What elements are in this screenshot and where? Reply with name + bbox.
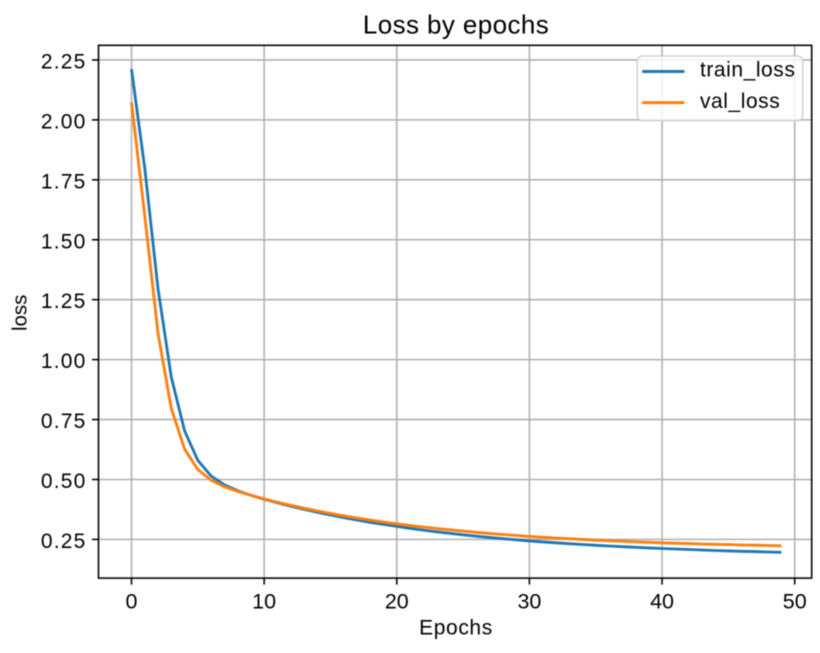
svg-text:0.75: 0.75 (41, 410, 87, 433)
svg-text:50: 50 (783, 590, 807, 614)
svg-text:Epochs: Epochs (419, 617, 493, 640)
svg-text:val_loss: val_loss (700, 90, 780, 113)
svg-text:1.00: 1.00 (41, 350, 87, 373)
svg-text:1.75: 1.75 (41, 170, 87, 193)
svg-text:0: 0 (126, 590, 138, 614)
svg-text:2.00: 2.00 (41, 110, 87, 133)
svg-text:40: 40 (650, 590, 674, 614)
svg-text:0.50: 0.50 (41, 470, 87, 493)
svg-text:30: 30 (517, 590, 541, 614)
svg-text:Loss by epochs: Loss by epochs (363, 10, 549, 40)
svg-text:loss: loss (9, 295, 32, 331)
svg-text:1.25: 1.25 (41, 290, 87, 313)
svg-text:1.50: 1.50 (41, 230, 87, 253)
svg-text:20: 20 (385, 590, 409, 614)
svg-text:2.25: 2.25 (41, 50, 87, 73)
svg-text:train_loss: train_loss (700, 59, 795, 82)
svg-text:10: 10 (252, 590, 276, 614)
svg-text:0.25: 0.25 (41, 530, 87, 553)
